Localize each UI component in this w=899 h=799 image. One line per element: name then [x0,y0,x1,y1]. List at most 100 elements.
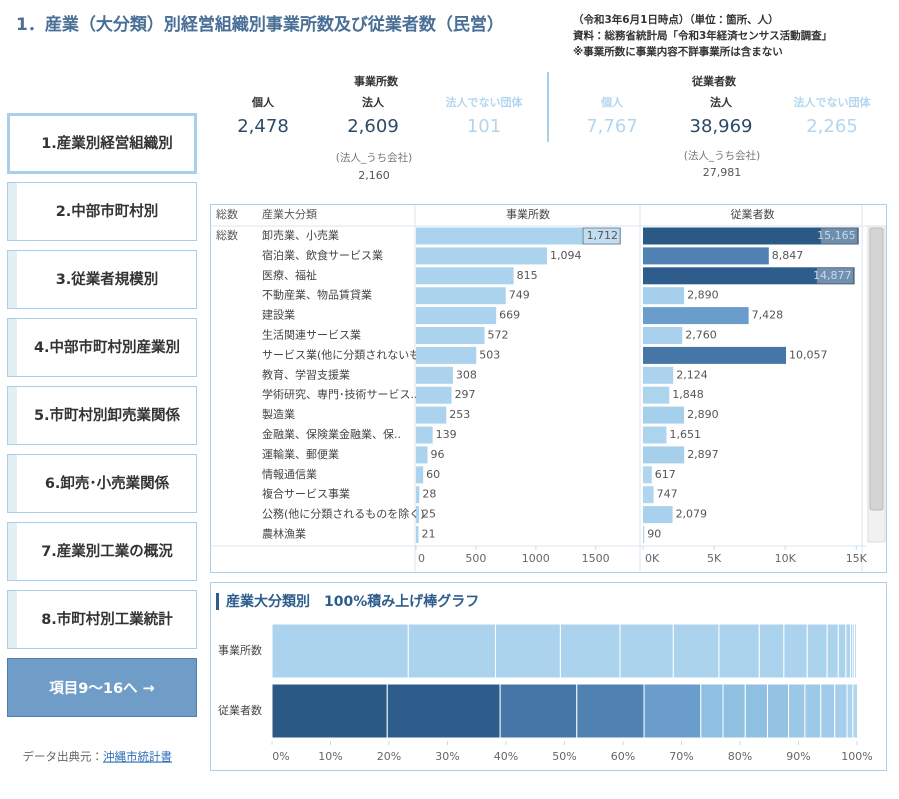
kpi-sub-label: (法人_うち会社) [336,151,412,164]
bar [643,446,685,464]
x-tick-label: 500 [465,552,486,565]
group-label: 総数 [216,228,238,242]
stack-segment [672,623,720,679]
kpi-label: 個人 [600,95,624,109]
header-note: （令和3年6月1日時点）（単位：箇所、人） [573,13,779,26]
stack-segment [804,683,822,739]
x-tick-label: 20% [377,750,401,763]
x-tick-label: 100% [841,750,872,763]
bar [643,426,667,444]
bar [643,227,859,245]
bar [643,406,685,424]
category-label: 農林漁業 [262,527,306,541]
next-label[interactable]: 項目9～16へ → [49,680,154,697]
kpi-sub-value: 27,981 [703,166,742,179]
value-label: 308 [456,368,477,381]
nav-stripe [8,183,17,240]
nav-stripe [8,591,17,648]
x-tick-label: 80% [728,750,752,763]
nav-label[interactable]: 1.産業別経営組織別 [41,134,173,152]
next-button[interactable] [7,658,197,717]
value-label: 2,760 [685,329,717,342]
stack-segment [766,683,790,739]
kpi-value: 2,609 [347,116,399,137]
nav-button[interactable] [7,590,197,649]
category-label: 不動産業、物品賃貸業 [262,288,372,302]
category-header: 産業大分類 [262,207,317,221]
nav-button[interactable] [7,522,197,581]
value-label: 1,094 [550,249,582,262]
nav-label[interactable]: 5.市町村別卸売業関係 [34,406,181,424]
stack-segment [619,623,674,679]
source-label: データ出典元： [23,750,104,764]
header-note: ※事業所数に事業内容不詳事業所は含まない [573,45,783,58]
stack-segment [271,683,388,739]
category-label: 事業所数 [218,643,262,657]
nav-button[interactable] [7,182,197,241]
value-label: 747 [657,488,678,501]
kpi-label: 個人 [251,95,275,109]
kpi-value: 101 [467,116,501,137]
bar [416,346,477,364]
nav-button[interactable] [7,250,197,309]
nav-label[interactable]: 8.市町村別工業統計 [41,610,173,628]
title-accent [216,593,219,610]
nav-label[interactable]: 3.従業者規模別 [56,270,159,288]
x-tick-label: 10% [318,750,342,763]
stack-segment [834,683,848,739]
nav-label[interactable]: 2.中部市町村別 [56,202,159,220]
x-tick-label: 40% [494,750,518,763]
category-label: 卸売業、小売業 [262,228,339,242]
bar [416,366,453,384]
stack-segment [744,683,768,739]
kpi-value: 2,478 [237,116,289,137]
stack-segment [700,683,724,739]
category-label: 医療、福祉 [262,268,317,282]
value-label: 139 [436,428,457,441]
value-label: 2,890 [687,289,719,302]
nav-label[interactable]: 7.産業別工業の概況 [41,542,173,560]
bar [416,426,433,444]
kpi-label: 法人 [362,95,385,109]
nav-label[interactable]: 4.中部市町村別産業別 [34,338,180,356]
nav-label[interactable]: 6.卸売･小売業関係 [45,474,170,492]
value-label: 90 [647,528,661,541]
stack-segment [826,623,839,679]
source-link[interactable]: 沖縄市統計書 [103,750,172,764]
nav-stripe [8,523,17,580]
header-note: 資料：総務省統計局「令和3年経済センサス活動調査」 [572,29,832,42]
nav-button[interactable] [7,454,197,513]
value-label: 669 [499,309,520,322]
stack-segment [576,683,645,739]
value-label: 60 [426,468,440,481]
kpi-value: 2,265 [806,116,858,137]
stack-segment [857,683,859,739]
stack-segment [852,683,859,739]
bar-chart-frame [210,204,887,573]
kpi-label: 法人でない団体 [446,95,524,109]
stack-segment [846,683,854,739]
scrollbar-thumb[interactable] [869,227,884,511]
value-label: 28 [422,488,436,501]
x-tick-label: 1500 [582,552,610,565]
value-label: 21 [422,528,436,541]
value-label: 96 [430,448,444,461]
nav-button[interactable] [7,318,197,377]
value-label: 253 [449,408,470,421]
x-tick-label: 70% [669,750,693,763]
x-tick-label: 15K [846,552,868,565]
x-tick-label: 5K [707,552,722,565]
bar [416,267,514,285]
bar [416,446,428,464]
value-label: 14,877 [813,269,852,282]
bar [416,227,622,245]
bar [643,267,855,285]
bar [643,327,683,344]
nav-button[interactable] [7,113,197,174]
nav-button[interactable] [7,386,197,445]
stack-segment [837,623,847,679]
bar [643,466,652,484]
